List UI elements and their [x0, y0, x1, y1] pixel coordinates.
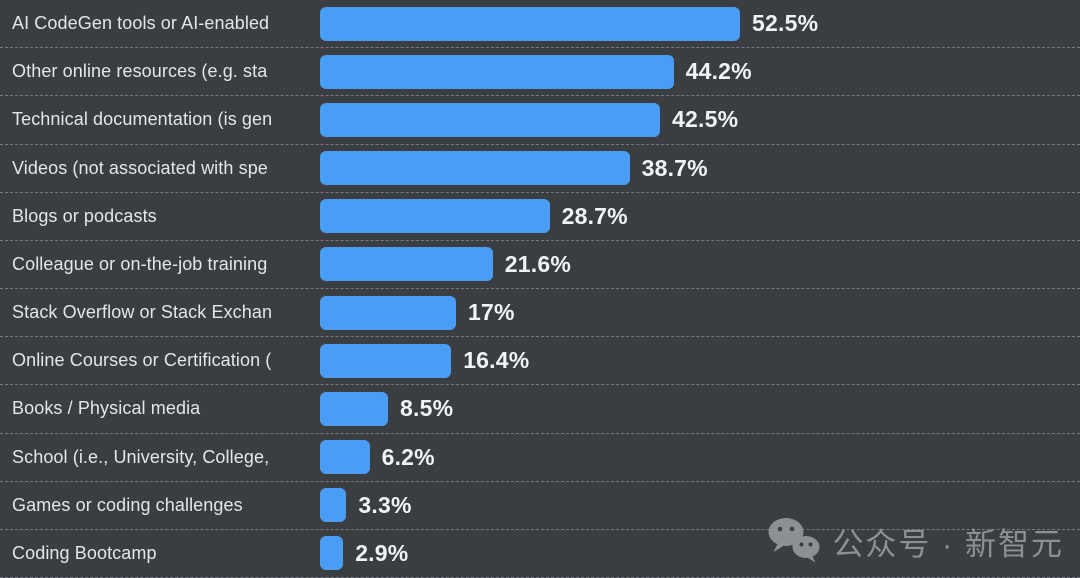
- chart-row: Games or coding challenges 3.3%: [0, 482, 1080, 530]
- bar: [320, 391, 388, 426]
- chart-row: Videos (not associated with spe 38.7%: [0, 145, 1080, 193]
- chart-row: AI CodeGen tools or AI-enabled 52.5%: [0, 0, 1080, 49]
- category-label: Colleague or on-the-job training: [12, 253, 268, 274]
- value-label: 17%: [468, 299, 515, 326]
- category-label: Games or coding challenges: [12, 494, 243, 515]
- value-label: 28.7%: [561, 202, 628, 229]
- bar: [320, 6, 740, 41]
- bar: [320, 488, 347, 523]
- bar-area: 16.4%: [320, 343, 1080, 378]
- bar-area: 42.5%: [320, 102, 1080, 137]
- value-label: 21.6%: [504, 250, 572, 277]
- bar-area: 8.5%: [320, 391, 1080, 426]
- category-label: Technical documentation (is gen: [12, 109, 273, 130]
- bar-area: 38.7%: [320, 151, 1080, 186]
- bar: [320, 54, 674, 89]
- category-label: Other online resources (e.g. sta: [12, 61, 268, 82]
- bar-area: 28.7%: [320, 199, 1080, 234]
- chart-row: Other online resources (e.g. sta 44.2%: [0, 48, 1080, 97]
- value-label: 2.9%: [355, 539, 409, 566]
- value-label: 16.4%: [463, 347, 530, 374]
- bar: [320, 295, 456, 330]
- bar: [320, 440, 370, 475]
- value-label: 8.5%: [400, 395, 454, 422]
- chart-row: Coding Bootcamp 2.9%: [0, 530, 1080, 578]
- chart-row: Blogs or podcasts 28.7%: [0, 193, 1080, 241]
- value-label: 42.5%: [672, 106, 739, 133]
- value-label: 52.5%: [752, 10, 819, 37]
- chart-row: Colleague or on-the-job training 21.6%: [0, 241, 1080, 290]
- bar-area: 44.2%: [320, 54, 1080, 89]
- category-label: Books / Physical media: [12, 398, 201, 419]
- bar: [320, 343, 452, 378]
- bar: [320, 199, 550, 234]
- category-label: Online Courses or Certification (: [12, 350, 272, 371]
- value-label: 3.3%: [358, 491, 412, 518]
- chart-row: Online Courses or Certification ( 16.4%: [0, 337, 1080, 386]
- bar: [320, 151, 630, 186]
- bar-area: 52.5%: [320, 6, 1080, 41]
- value-label: 6.2%: [381, 443, 435, 470]
- chart-row: Technical documentation (is gen 42.5%: [0, 96, 1080, 145]
- bar: [320, 102, 660, 137]
- bar-area: 21.6%: [320, 247, 1080, 282]
- bar: [320, 536, 344, 571]
- category-label: Coding Bootcamp: [12, 542, 157, 563]
- value-label: 38.7%: [641, 154, 708, 181]
- chart-row: Stack Overflow or Stack Exchan 17%: [0, 289, 1080, 338]
- category-label: Videos (not associated with spe: [12, 157, 268, 178]
- chart-row: School (i.e., University, College, 6.2%: [0, 434, 1080, 482]
- chart-row: Books / Physical media 8.5%: [0, 385, 1080, 434]
- bar-area: 3.3%: [320, 488, 1080, 523]
- category-label: AI CodeGen tools or AI-enabled: [12, 13, 270, 34]
- category-label: School (i.e., University, College,: [12, 446, 270, 467]
- bar-area: 17%: [320, 295, 1080, 330]
- category-label: Blogs or podcasts: [12, 205, 157, 226]
- bar-area: 6.2%: [320, 440, 1080, 475]
- bar: [320, 247, 493, 282]
- bar-area: 2.9%: [320, 536, 1080, 571]
- category-label: Stack Overflow or Stack Exchan: [12, 302, 273, 323]
- value-label: 44.2%: [685, 58, 752, 85]
